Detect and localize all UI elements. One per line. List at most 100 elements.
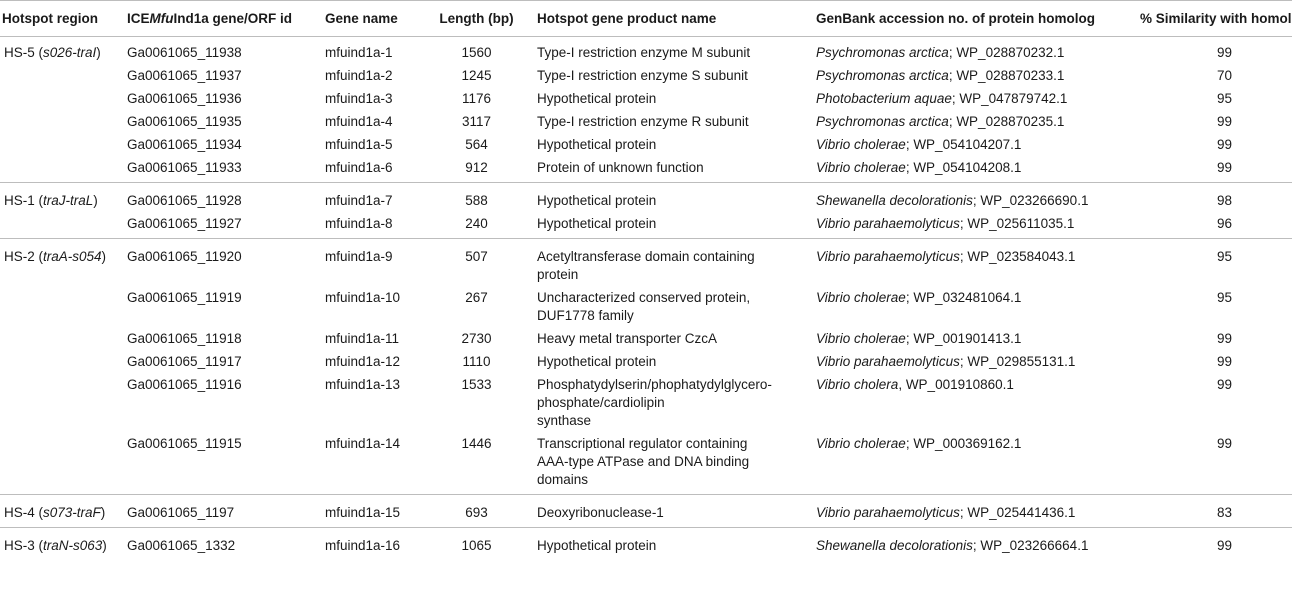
hotspot-region-cell [0,327,123,350]
accession-number: ; WP_000369162.1 [905,436,1022,451]
hotspot-region-cell [0,64,123,87]
similarity-cell: 95 [1216,91,1232,106]
accession-number: ; WP_054104208.1 [905,160,1022,175]
hotspot-region-cell [0,350,123,373]
accession-number: ; WP_032481064.1 [905,290,1022,305]
product-cell: Protein of unknown function [537,160,704,175]
table-row: Ga0061065_11935 mfuind1a-4 3117 Type-I rest… [0,110,1292,133]
table-row: Ga0061065_11936 mfuind1a-3 1176 Hypothetica… [0,87,1292,110]
table-row: Ga0061065_11915 mfuind1a-14 1446 Transcript… [0,432,1292,495]
col-header-accession: GenBank accession no. of protein homolog [812,0,1124,37]
length-cell: 588 [420,182,533,212]
hotspot-region-label: HS-1 ( [4,193,44,208]
accession-cell: Psychromonas arctica; WP_028870235.1 [812,110,1124,133]
product-cell: Type-I restriction enzyme R subunit [537,114,749,129]
hotspot-region-cell [0,87,123,110]
gene-id-cell: Ga0061065_11933 [127,160,242,175]
gene-id-cell: Ga0061065_1332 [123,527,321,560]
homolog-table: Hotspot region ICEMfuInd1a gene/ORF id G… [0,0,1292,560]
gene-id-cell: Ga0061065_11915 [127,436,242,451]
hotspot-region-label: HS-3 ( [4,538,44,553]
gene-name-cell: mfuind1a-1 [325,45,393,60]
accession-number: , WP_001910860.1 [898,377,1014,392]
hotspot-region-cell [0,212,123,239]
accession-cell: Vibrio parahaemolyticus; WP_025441436.1 [812,494,1124,528]
col-header-gene-name: Gene name [321,0,420,37]
accession-cell: Vibrio parahaemolyticus; WP_023584043.1 [812,238,1124,286]
table-row: HS-1 (traJ-traL) Ga0061065_11928 mfuind1a-… [0,182,1292,212]
accession-cell: Vibrio cholera, WP_001910860.1 [812,373,1124,432]
homolog-species: Vibrio parahaemolyticus [816,505,960,520]
homolog-species: Vibrio parahaemolyticus [816,249,960,264]
hotspot-region-range: traA-s054 [43,249,102,264]
table-row: Ga0061065_11937 mfuind1a-2 1245 Type-I rest… [0,64,1292,87]
hotspot-region-cell [0,286,123,327]
similarity-cell: 99 [1216,377,1232,392]
table-row: Ga0061065_11916 mfuind1a-13 1533 Phosphatyd… [0,373,1292,432]
table-row: Ga0061065_11933 mfuind1a-6 912 Protein of u… [0,156,1292,183]
header-row: Hotspot region ICEMfuInd1a gene/ORF id G… [0,0,1292,37]
hotspot-region-cell [0,110,123,133]
gene-id-cell: Ga0061065_11938 [127,45,242,60]
length-cell: 1110 [462,354,491,369]
homolog-species: Shewanella decolorationis [816,538,973,553]
product-cell: Type-I restriction enzyme M subunit [537,45,751,60]
gene-id-cell: Ga0061065_11927 [127,216,242,231]
gene-name-cell: mfuind1a-16 [321,527,420,560]
gene-name-cell: mfuind1a-5 [325,137,393,152]
product-cell: Hypothetical protein [537,354,657,369]
gene-id-cell: Ga0061065_11936 [127,91,242,106]
gene-name-cell: mfuind1a-9 [321,238,420,286]
gene-name-cell: mfuind1a-10 [325,290,401,305]
accession-number: ; WP_023266664.1 [972,538,1089,553]
homolog-species: Vibrio cholerae [816,331,906,346]
product-cell: Hypothetical protein [533,527,812,560]
table-row: HS-2 (traA-s054) Ga0061065_11920 mfuind1a-… [0,238,1292,286]
accession-number: ; WP_023266690.1 [972,193,1089,208]
accession-cell: Vibrio parahaemolyticus; WP_025611035.1 [812,212,1124,239]
hotspot-region-range: traJ-traL [43,193,94,208]
accession-cell: Psychromonas arctica; WP_028870233.1 [812,64,1124,87]
product-cell: Type-I restriction enzyme S subunit [537,68,748,83]
hotspot-region-label: HS-2 ( [4,249,44,264]
accession-cell: Vibrio cholerae; WP_032481064.1 [812,286,1124,327]
hotspot-region-cell: HS-3 (traN-s063) [0,527,123,560]
similarity-cell: 83 [1124,494,1292,528]
accession-number: ; WP_028870233.1 [948,68,1065,83]
table-row: Ga0061065_11927 mfuind1a-8 240 Hypothetical… [0,212,1292,239]
gene-id-cell: Ga0061065_11917 [127,354,242,369]
hotspot-region-range: s026-traI [43,45,97,60]
hotspot-region-label: HS-4 ( [4,505,44,520]
col-header-gene-id: ICEMfuInd1a gene/ORF id [123,0,321,37]
gene-name-cell: mfuind1a-13 [325,377,401,392]
length-cell: 3117 [461,114,492,129]
hotspot-region-cell [0,133,123,156]
table-row: HS-4 (s073-traF) Ga0061065_1197 mfuind1a-1… [0,494,1292,528]
product-cell: Transcriptional regulator containing AAA… [537,436,750,487]
accession-number: ; WP_025441436.1 [959,505,1076,520]
gene-name-cell: mfuind1a-14 [325,436,401,451]
homolog-species: Photobacterium aquae [816,91,952,106]
gene-id-cell: Ga0061065_11918 [127,331,242,346]
hotspot-region-label: HS-5 ( [4,45,44,60]
accession-number: ; WP_054104207.1 [905,137,1022,152]
product-cell: Heavy metal transporter CzcA [537,331,718,346]
product-cell: Hypothetical protein [537,91,657,106]
similarity-cell: 99 [1216,160,1232,175]
hotspot-region-range: traN-s063 [43,538,103,553]
homolog-species: Vibrio cholerae [816,290,906,305]
similarity-cell: 99 [1216,137,1232,152]
gene-id-cell: Ga0061065_11928 [123,182,321,212]
length-cell: 2730 [461,331,492,346]
hotspot-region-range: s073-traF [43,505,101,520]
gene-id-cell: Ga0061065_11920 [123,238,321,286]
product-cell: Deoxyribonuclease-1 [533,494,812,528]
gene-name-cell: mfuind1a-6 [325,160,393,175]
length-cell: 693 [420,494,533,528]
hotspot-region-cell [0,432,123,495]
accession-number: ; WP_023584043.1 [959,249,1076,264]
table-row: Ga0061065_11919 mfuind1a-10 267 Uncharacter… [0,286,1292,327]
accession-cell: Vibrio cholerae; WP_054104208.1 [812,156,1124,183]
accession-number: ; WP_001901413.1 [905,331,1022,346]
accession-cell: Vibrio parahaemolyticus; WP_029855131.1 [812,350,1124,373]
